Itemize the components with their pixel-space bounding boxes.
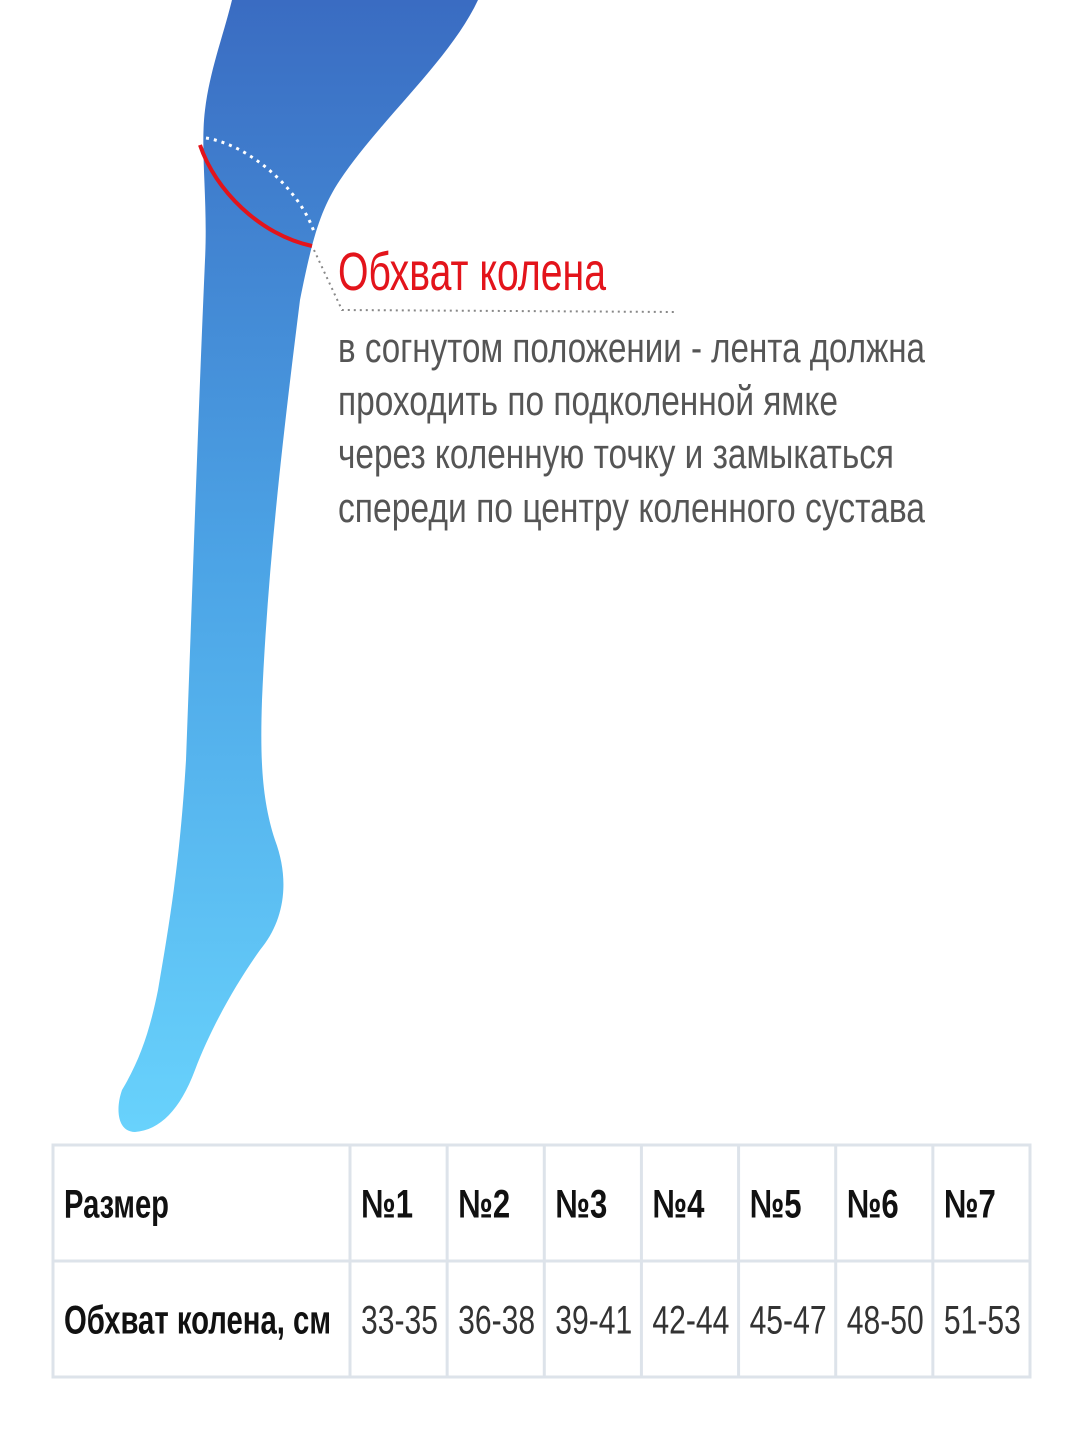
size-range: 48-50	[847, 1299, 924, 1343]
size-range: 45-47	[750, 1299, 827, 1343]
table-cell: №3	[555, 1183, 607, 1227]
label-line: через коленную точку и замыкаться	[338, 430, 894, 477]
table-cell: №4	[652, 1183, 705, 1227]
size-range: 42-44	[652, 1299, 729, 1343]
table-cell: №7	[944, 1183, 996, 1227]
size-range: 51-53	[944, 1299, 1021, 1343]
size-range: 33-35	[361, 1299, 438, 1343]
table-cell: №2	[458, 1183, 510, 1227]
label-line: в согнутом положении - лента должна	[338, 324, 925, 371]
label-line: проходить по подколенной ямке	[338, 377, 838, 424]
knee-tape	[198, 144, 313, 248]
table-cell: №1	[361, 1183, 413, 1227]
knee-back-dotted	[205, 136, 316, 233]
pointer-dotted	[313, 249, 676, 313]
leg-illustration	[118, 0, 479, 1132]
size-range: 39-41	[555, 1299, 632, 1343]
table-cell: Размер	[64, 1183, 169, 1227]
label-line: спереди по центру коленного сустава	[338, 484, 926, 531]
table-cell: №5	[750, 1183, 802, 1227]
table-cell: №6	[847, 1183, 899, 1227]
label-title: Обхват колена	[338, 242, 607, 302]
size-range: 36-38	[458, 1299, 535, 1343]
size-table: Размер №1 №2 №3 №4 №5 №6 №7 Обхват колена, см 33-…	[51, 1143, 1032, 1379]
table-cell: Обхват колена, см	[64, 1299, 331, 1343]
